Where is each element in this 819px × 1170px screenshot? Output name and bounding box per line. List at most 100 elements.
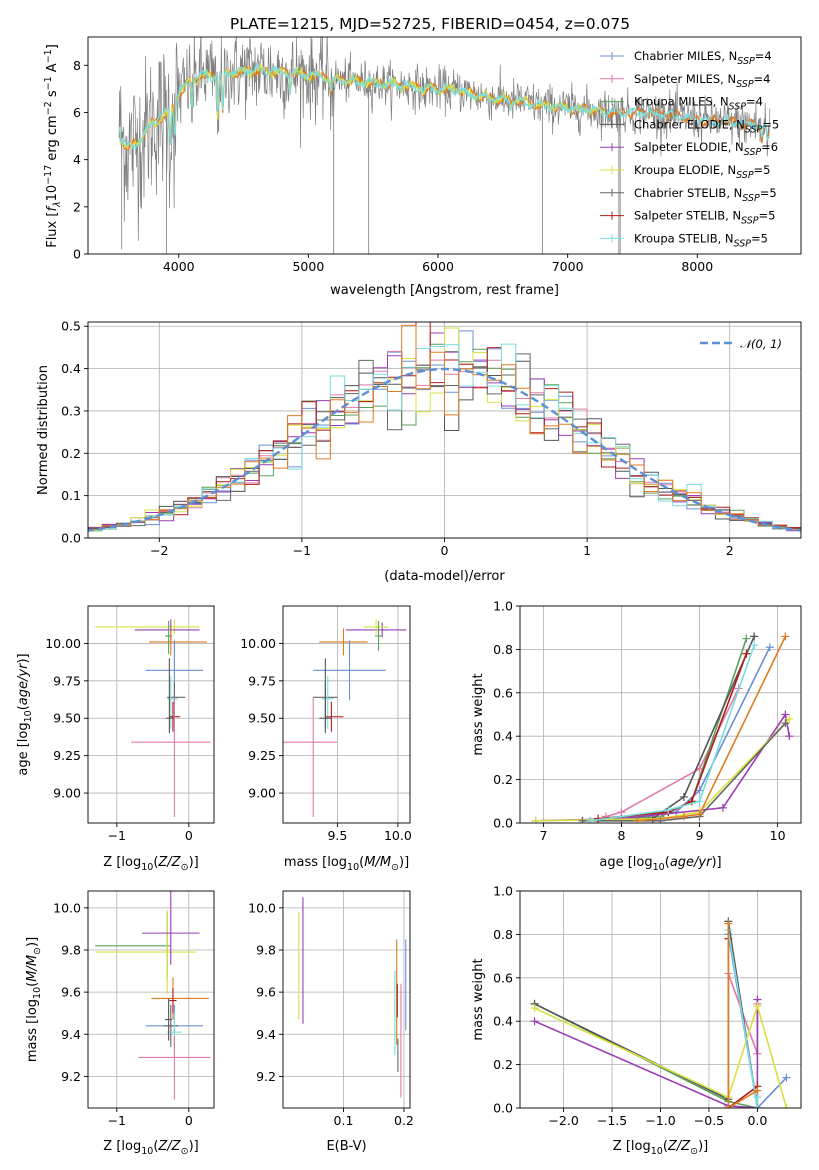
mass-vs-z-ylabel-part: ( [25, 982, 40, 987]
weight-age-marker [531, 816, 540, 823]
weight_vs_Z-ytick-label: 1.0 [493, 884, 513, 899]
weight-vs-age-xlabel: age [log10(age/yr)] [599, 855, 721, 873]
spectrum-ylabel-part: −17 [43, 165, 54, 185]
age-vs-mass-xlabel-part: M/M [364, 855, 391, 870]
axes-layer [84, 36, 802, 1112]
weight-age-marker [695, 810, 704, 819]
mass_vs_Z-ytick-label: 9.8 [61, 942, 81, 957]
weight-age-marker [664, 805, 673, 814]
spectrum-ylabel-part: −1 [43, 49, 54, 63]
legend-label: Chabrier STELIB, NSSP=5 [634, 186, 777, 204]
weight_vs_Z-xtick-label: −1.5 [597, 1113, 627, 1128]
weight_vs_age-xtick-label: 10 [770, 828, 786, 843]
legend-label-part: SSP [736, 170, 754, 181]
weight-age-marker [586, 816, 595, 823]
age_vs_Z-ytick-label: 9.00 [53, 786, 81, 801]
weight-age-marker [781, 632, 790, 641]
residuals-ytick-label: 0.0 [61, 531, 81, 546]
weight-age-marker [750, 632, 759, 641]
residuals-ytick-label: 0.5 [61, 319, 81, 334]
age_vs_mass-ytick-label: 9.50 [248, 711, 276, 726]
figure-title: PLATE=1215, MJD=52725, FIBERID=0454, z=0… [230, 15, 630, 33]
age-vs-mass-xlabel-part: )] [399, 855, 409, 870]
weight-z-marker [753, 1104, 762, 1108]
age-vs-z-ylabel-part: )] [16, 653, 31, 663]
weight_vs_Z-ytick-label: 0.4 [493, 1014, 513, 1029]
mass_vs_EBV-ytick-label: 9.6 [256, 985, 276, 1000]
mass_vs_EBV-xtick-label: 0.2 [394, 1113, 414, 1128]
spectrum-ytick-label: 8 [73, 58, 81, 73]
age_vs_Z-xtick-label: 0 [185, 828, 193, 843]
age_vs_mass-xtick-label: 9.5 [327, 828, 347, 843]
legend-normal-label: 𝒩(0, 1) [740, 337, 782, 351]
legend-label: Salpeter MILES, NSSP=4 [634, 72, 771, 90]
age-vs-z-ylabel: age [log10(age/yr)] [16, 653, 34, 775]
weight-age-marker [633, 816, 642, 823]
legend-label-part: =5 [759, 209, 776, 223]
legend-label-part: SSP [741, 216, 759, 227]
weight-age-marker [785, 732, 794, 741]
legend-label-part: Chabrier STELIB, N [634, 186, 742, 200]
weight-age-marker [578, 816, 587, 823]
legend-label-part: =5 [760, 186, 777, 200]
age-vs-z-xlabel-part: Z [log [103, 855, 141, 870]
weight-age-line [590, 644, 755, 822]
age_vs_Z-frame [87, 605, 215, 824]
weight-z-marker [753, 1086, 762, 1095]
weight-age-marker [695, 797, 704, 806]
legend-label-part: SSP [729, 102, 747, 113]
weight-age-marker [750, 641, 759, 650]
legend-label-part: =5 [751, 231, 768, 245]
weight_vs_age-xtick-label: 7 [539, 828, 547, 843]
spectrum-frame [87, 36, 802, 255]
legend-label-part: SSP [737, 56, 755, 67]
weight-z-line [727, 923, 758, 1108]
residuals-ylabel: Normed distribution [36, 365, 51, 495]
legend-label-part: Kroupa MILES, N [634, 95, 729, 109]
legend-label: Kroupa ELODIE, NSSP=5 [634, 163, 771, 181]
age_vs_Z-ytick-label: 9.25 [53, 748, 81, 763]
weight-age-marker [781, 719, 790, 728]
legend-label-part: SSP [745, 124, 763, 135]
legend-label-part: SSP [734, 238, 752, 249]
weight-vs-age-xlabel-part: )] [711, 855, 721, 870]
mass-vs-z-xlabel-part: ⊙ [181, 1146, 189, 1157]
mass_vs_Z-ytick-label: 9.2 [61, 1069, 81, 1084]
mass-vs-z-xlabel-part: Z/Z [157, 1139, 181, 1154]
spectrum-ytick-label: 4 [73, 152, 81, 167]
residuals-xtick-label: 0 [441, 543, 449, 558]
mass-vs-z-ylabel-part: ⊙ [32, 947, 43, 955]
weight-age-line [582, 722, 786, 822]
spectrum-ylabel-part: Flux [ [45, 212, 60, 248]
spectrum-xtick-label: 8000 [681, 259, 713, 274]
spectrum-model-line [118, 63, 607, 150]
weight-z-marker [724, 919, 733, 928]
residuals-xtick-label: 2 [726, 543, 734, 558]
residuals-xlabel: (data-model)/error [384, 569, 505, 584]
legend-label-part: =5 [762, 117, 779, 131]
spectrum-ylabel-part: λ [52, 201, 63, 208]
weight-age-marker [679, 792, 688, 801]
residuals-xtick-label: −2 [150, 543, 168, 558]
weight_vs_age-ytick-label: 0.0 [493, 816, 513, 831]
residuals-ytick-label: 0.3 [61, 403, 81, 418]
spectrum-plot-area [118, 37, 771, 254]
legend-label-part: Salpeter STELIB, N [634, 209, 741, 223]
age-vs-mass-xlabel-part: ⊙ [391, 862, 399, 873]
weight-z-marker [782, 1104, 791, 1108]
residuals-ytick-label: 0.4 [61, 361, 81, 376]
mass_vs_EBV-xtick-label: 0.1 [334, 1113, 354, 1128]
weight-vs-age-xlabel-part: 10 [653, 862, 665, 873]
data-layer [88, 37, 801, 1108]
legend-label-part: Salpeter ELODIE, N [634, 140, 744, 154]
spectrum-model-line [118, 62, 770, 151]
mass-vs-z-ylabel-part: 10 [32, 987, 43, 999]
age-vs-mass-xlabel-part: mass [log [284, 855, 347, 870]
weight-z-line [534, 921, 759, 1108]
weight-age-line [535, 718, 790, 822]
age-vs-mass-xlabel-part: 10 [347, 862, 359, 873]
age-vs-mass-xlabel-part: ( [359, 855, 364, 870]
mass-vs-ebv-xlabel: E(B-V) [326, 1139, 366, 1154]
mass-vs-z-xlabel-part: )] [189, 1139, 199, 1154]
